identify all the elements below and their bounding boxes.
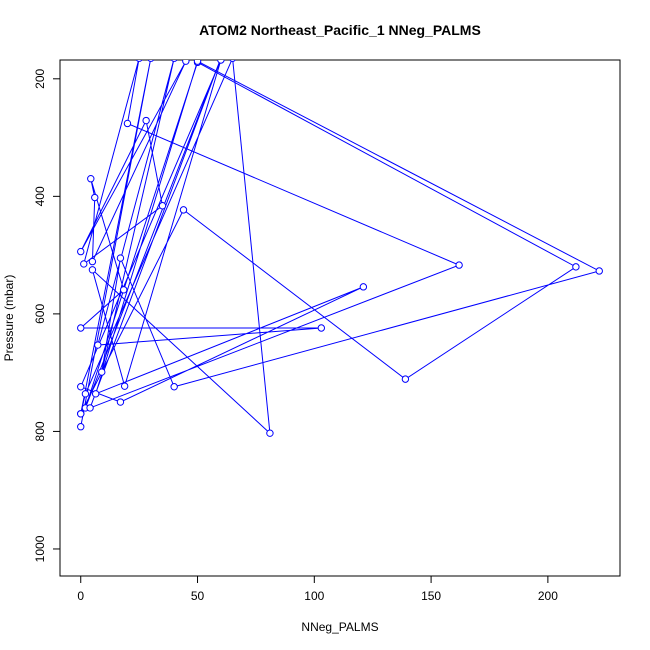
data-point	[120, 382, 129, 390]
x-tick-label: 100	[304, 589, 324, 603]
data-point	[193, 60, 202, 65]
data-point	[88, 257, 97, 266]
data-point	[77, 324, 85, 332]
data-point	[217, 60, 225, 64]
plot-frame	[59, 59, 621, 577]
data-point	[229, 60, 236, 62]
data-point	[359, 283, 368, 291]
x-tick-label: 200	[538, 589, 558, 603]
data-point	[123, 119, 132, 128]
data-point	[77, 423, 85, 431]
y-tick-label: 200	[33, 68, 47, 88]
plot-area	[77, 60, 603, 437]
data-point	[86, 404, 94, 412]
y-tick-label: 1000	[33, 535, 47, 562]
data-point	[572, 263, 580, 271]
data-point	[77, 383, 85, 391]
data-point	[81, 390, 90, 398]
data-point	[80, 260, 88, 268]
y-tick-label: 800	[33, 421, 47, 441]
data-point	[91, 193, 99, 202]
data-point	[88, 266, 97, 274]
x-axis-label: NNeg_PALMS	[301, 620, 378, 634]
data-point	[98, 368, 106, 376]
data-point	[455, 261, 463, 269]
data-point	[170, 383, 178, 391]
data-point	[91, 390, 100, 398]
series-line	[79, 60, 601, 435]
data-point	[170, 60, 178, 62]
data-point	[595, 267, 603, 275]
data-point	[77, 247, 85, 256]
data-point	[77, 410, 85, 418]
x-tick-label: 0	[77, 589, 84, 603]
data-point	[142, 116, 150, 125]
data-point	[158, 202, 167, 210]
data-point	[135, 60, 143, 62]
data-point	[87, 175, 95, 183]
data-point	[179, 206, 188, 214]
data-point	[120, 286, 128, 294]
y-tick-label: 400	[33, 186, 47, 206]
x-tick-label: 150	[421, 589, 441, 603]
chart-title: ATOM2 Northeast_Pacific_1 NNeg_PALMS	[199, 22, 481, 38]
data-point	[147, 60, 155, 62]
data-point	[182, 60, 190, 65]
data-point	[317, 324, 326, 332]
x-tick-label: 50	[191, 589, 205, 603]
data-point	[266, 429, 274, 437]
y-tick-label: 600	[33, 304, 47, 324]
data-point	[116, 398, 125, 406]
data-point	[116, 254, 125, 262]
data-point	[401, 375, 410, 383]
y-axis-label: Pressure (mbar)	[2, 275, 16, 362]
data-point	[94, 341, 102, 349]
